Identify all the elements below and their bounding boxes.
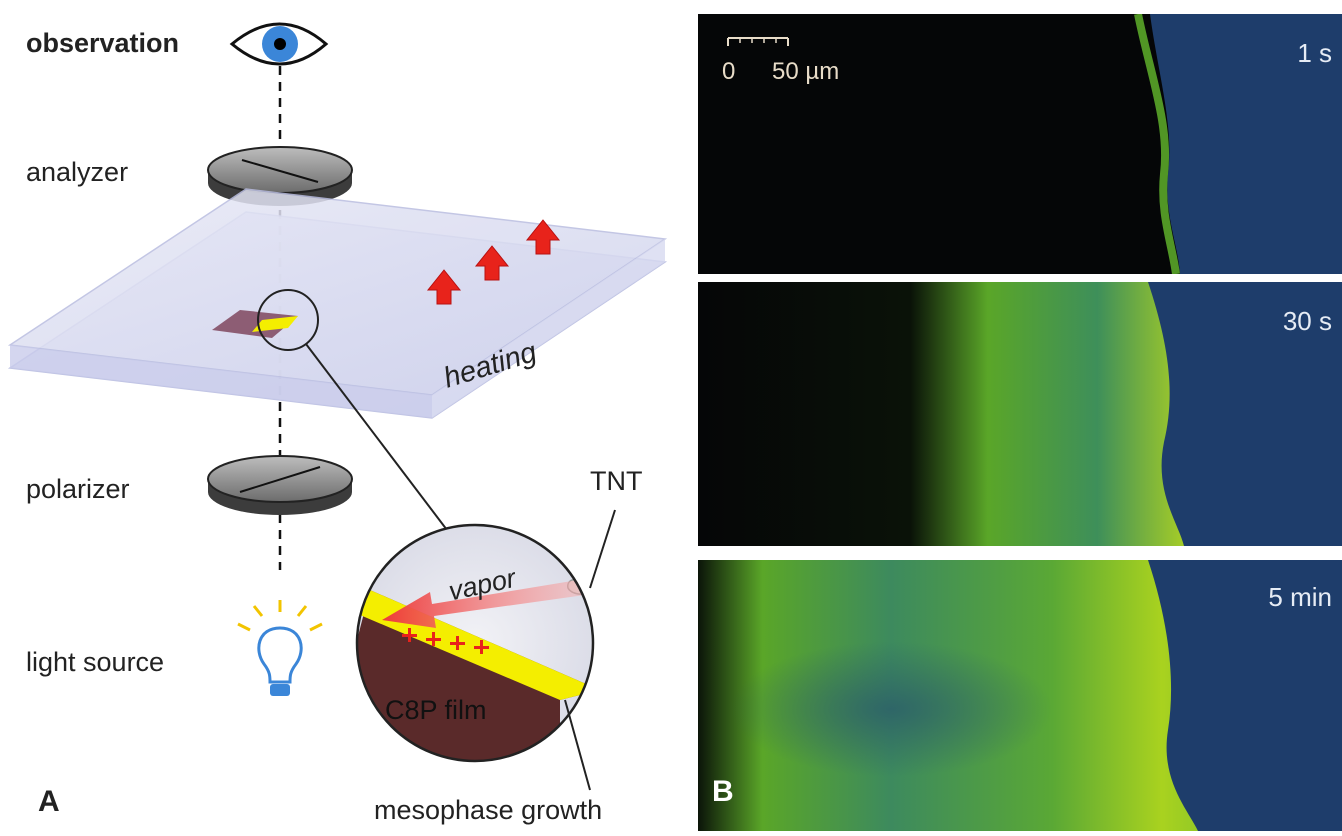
time-label-30s: 30 s (1282, 306, 1332, 336)
analyzer-label: analyzer (26, 157, 129, 187)
micrograph-1s-image (698, 14, 1342, 274)
light-bulb-icon (237, 600, 323, 696)
mesophase-growth-label: mesophase growth (374, 795, 603, 825)
analyzer-disk (207, 146, 353, 206)
micrograph-5min: 5 min B (698, 560, 1342, 831)
light-source-label: light source (26, 647, 165, 677)
film-label: C8P film (385, 695, 487, 725)
scale-bar (727, 37, 789, 46)
heating-arrows (426, 219, 561, 305)
panel-a-letter: A (38, 785, 60, 818)
film-on-slide (212, 310, 298, 338)
mesophase-on-slide (252, 316, 298, 332)
polarizer-disk (207, 455, 353, 515)
tnt-label: TNT (590, 466, 643, 496)
scale-start-label: 0 (722, 58, 736, 85)
eye-icon (229, 22, 329, 66)
polarizer-label: polarizer (26, 474, 130, 504)
observation-label: observation (26, 28, 180, 58)
glass-slide (7, 188, 668, 419)
zoom-connector (305, 343, 448, 531)
time-label-1s: 1 s (1297, 38, 1332, 68)
panel-a: observation analyzer polarizer light sou… (7, 22, 668, 825)
micrograph-1s: 1 s 0 50 µm (698, 14, 1342, 274)
panel-b-letter: B (712, 775, 734, 808)
micrograph-30s-image (698, 282, 1342, 546)
magnify-circle (257, 289, 319, 351)
scale-end-label: 50 µm (772, 58, 840, 85)
micrograph-5min-image (698, 560, 1342, 831)
tnt-pointer (589, 509, 616, 589)
growth-pointer (564, 699, 591, 791)
schematic-diagram (7, 22, 668, 791)
zoom-inset (355, 523, 595, 763)
panel-b: 1 s 0 50 µm (690, 0, 1342, 831)
time-label-5min: 5 min (1268, 582, 1332, 612)
micrograph-30s: 30 s (698, 282, 1342, 546)
